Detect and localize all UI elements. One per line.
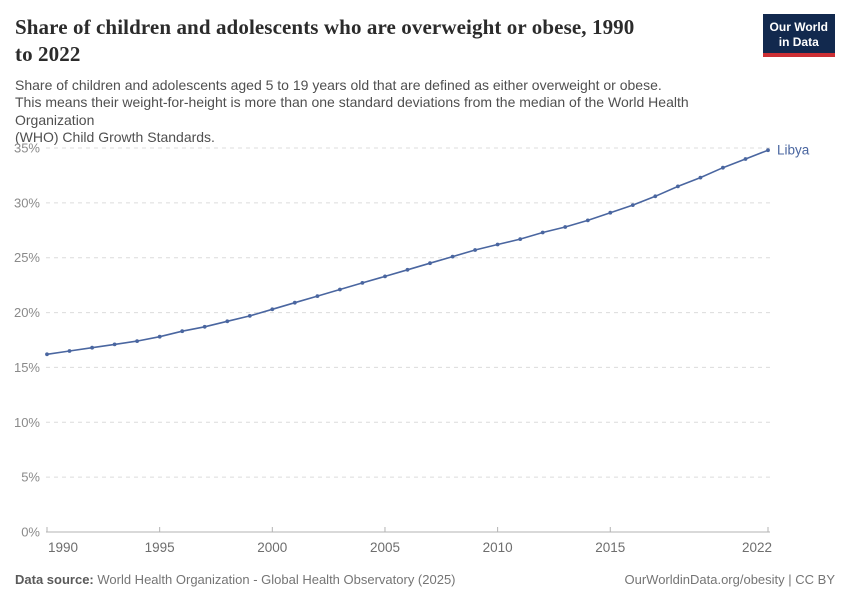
x-axis-tick-label: 1990 <box>48 540 78 555</box>
data-point <box>518 237 523 241</box>
y-axis-tick-label: 20% <box>14 305 40 320</box>
chart-subtitle: Share of children and adolescents aged 5… <box>15 76 689 146</box>
data-point <box>653 194 658 199</box>
data-source-note: Data source: World Health Organization -… <box>15 572 456 587</box>
x-axis-tick-label: 2000 <box>257 540 287 555</box>
data-point <box>743 157 748 161</box>
data-point <box>540 230 545 235</box>
y-axis-tick-label: 0% <box>21 525 40 540</box>
y-axis-tick-label: 15% <box>14 360 40 375</box>
data-point <box>563 225 568 229</box>
title-block: Share of children and adolescents who ar… <box>15 14 751 147</box>
data-point <box>90 345 94 350</box>
line-chart: 0% 5% 10% 15% 20% 25% 30% 35% 1990 1995 2000 2005 20… <box>14 141 810 556</box>
data-point <box>247 314 252 318</box>
data-point <box>630 203 635 207</box>
data-point <box>202 324 207 329</box>
data-point <box>585 218 590 223</box>
data-point <box>676 184 680 189</box>
y-axis-tick-label: 25% <box>14 250 40 265</box>
data-point <box>292 300 297 305</box>
page-title: Share of children and adolescents who ar… <box>15 15 635 67</box>
data-point <box>112 342 117 347</box>
data-point <box>450 254 455 259</box>
x-axis-tick-label: 2005 <box>370 540 400 555</box>
data-point <box>495 242 500 247</box>
x-axis-tick-label: 2010 <box>483 540 513 555</box>
series-label: Libya <box>777 143 810 158</box>
chart-footer: Data source: World Health Organization -… <box>15 572 835 587</box>
data-point <box>383 274 387 279</box>
x-axis-tick-label: 1995 <box>145 540 175 555</box>
data-point <box>428 261 432 266</box>
data-point <box>157 334 162 339</box>
data-point <box>698 175 703 180</box>
data-point <box>270 307 275 312</box>
owid-logo: Our World in Data <box>762 14 835 58</box>
y-axis-tick-label: 35% <box>14 141 40 156</box>
data-point <box>766 148 770 153</box>
data-point <box>225 319 230 324</box>
x-axis-tick-label: 2022 <box>742 540 772 555</box>
attribution-note: OurWorldinData.org/obesity | CC BY <box>624 572 836 587</box>
data-point <box>721 165 725 170</box>
data-line <box>46 149 769 356</box>
data-point <box>135 339 140 343</box>
data-source-text: World Health Organization - Global Healt… <box>93 572 456 587</box>
x-axis-tick-label: 2015 <box>595 540 625 555</box>
chart-header: Share of children and adolescents who ar… <box>15 14 835 147</box>
data-point <box>45 352 49 357</box>
data-point <box>360 281 365 285</box>
data-source-label: Data source: <box>15 572 94 587</box>
data-point <box>315 294 320 298</box>
y-axis-tick-label: 5% <box>21 470 40 485</box>
data-point <box>180 329 185 334</box>
y-axis-tick-label: 10% <box>14 415 40 430</box>
data-point <box>67 349 72 353</box>
y-axis-tick-label: 30% <box>14 195 40 210</box>
data-point <box>405 267 410 272</box>
data-point <box>338 287 342 292</box>
data-point <box>608 210 613 215</box>
data-point <box>473 248 477 252</box>
